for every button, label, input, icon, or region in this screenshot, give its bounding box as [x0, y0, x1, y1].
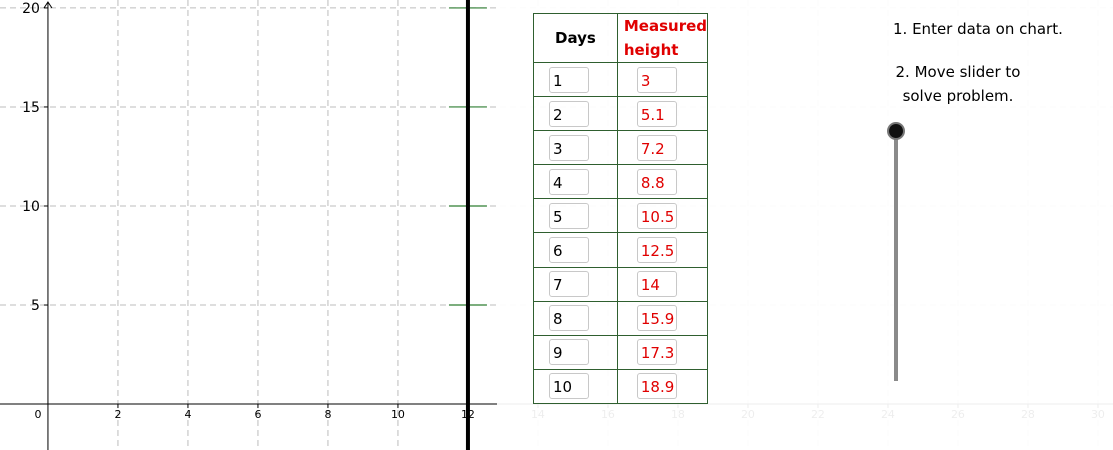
table-row: 6 12.5: [533, 232, 709, 268]
data-table: Days Measured height 1 3 2 5.1 3 7.2 4 8.8 5 10.5…: [533, 13, 709, 404]
table-row: 10 18.9: [533, 368, 709, 404]
table-row: 3 7.2: [533, 130, 709, 166]
input-box[interactable]: 7.2: [636, 134, 677, 161]
input-box[interactable]: 4: [549, 168, 589, 195]
header-cell: Measured height: [616, 13, 709, 63]
table-cell: 3: [533, 130, 618, 166]
input-box[interactable]: 3: [636, 66, 677, 93]
y-tick-label: 5: [31, 298, 40, 314]
table-cell: 17.3: [616, 334, 709, 370]
table-cell: 12.5: [616, 232, 709, 268]
header-cell: Days: [533, 13, 618, 63]
table-cell: 2: [533, 96, 618, 132]
table-cell: 14: [616, 266, 709, 302]
instruction: 1. Enter data on chart.: [893, 20, 1063, 38]
table-cell: 7: [533, 266, 618, 302]
table-cell: 3: [616, 61, 709, 98]
x-tick-label: 6: [254, 408, 261, 421]
table-cell: 10: [533, 368, 618, 404]
table-cell: 6: [533, 232, 618, 268]
input-box[interactable]: 12.5: [636, 237, 677, 264]
x-tick-label: 0: [34, 408, 41, 421]
table-row: 7 14: [533, 266, 709, 302]
header-row: Days Measured height: [533, 13, 709, 63]
input-box[interactable]: 6: [549, 237, 589, 264]
table-cell: 5.1: [616, 96, 709, 132]
table-row: 9 17.3: [533, 334, 709, 370]
input-box[interactable]: 9: [549, 339, 589, 366]
table-cell: 4: [533, 164, 618, 200]
y-tick-label: 15: [22, 100, 40, 116]
table-row: 5 10.5: [533, 198, 709, 234]
input-box[interactable]: 8: [549, 305, 589, 332]
input-box[interactable]: 5.1: [636, 100, 677, 127]
table-row: 4 8.8: [533, 164, 709, 200]
table-row: 8 15.9: [533, 300, 709, 336]
table-cell: 5: [533, 198, 618, 234]
input-box[interactable]: 2: [549, 100, 589, 127]
y-tick-label: 10: [22, 199, 40, 215]
input-box[interactable]: 5: [549, 202, 589, 229]
table-cell: 9: [533, 334, 618, 370]
input-box[interactable]: 8.8: [636, 168, 677, 195]
input-box[interactable]: 10.5: [636, 202, 677, 229]
input-box[interactable]: 7: [549, 271, 589, 298]
instruction: 2. Move slider to solve problem.: [895, 63, 1021, 105]
input-box[interactable]: 15.9: [636, 305, 677, 332]
input-box[interactable]: 18.9: [636, 373, 677, 400]
x-tick-label: 4: [184, 408, 191, 421]
table-row: 2 5.1: [533, 96, 709, 132]
table-cell: 10.5: [616, 198, 709, 234]
x-tick-label: 2: [114, 408, 121, 421]
x-tick-label: 10: [391, 408, 405, 421]
y-axis-arrow: [43, 1, 53, 9]
table-cell: 7.2: [616, 130, 709, 166]
table-cell: 8.8: [616, 164, 709, 200]
input-box[interactable]: 3: [549, 134, 589, 161]
table-cell: 1: [533, 61, 618, 98]
x-tick-label: 8: [324, 408, 331, 421]
input-box[interactable]: 17.3: [636, 339, 677, 366]
y-tick-label: 20: [22, 1, 40, 17]
input-box[interactable]: 10: [549, 373, 589, 400]
slider[interactable]: [887, 122, 905, 381]
table-cell: 18.9: [616, 368, 709, 404]
table-cell: 15.9: [616, 300, 709, 336]
slider-knob[interactable]: [887, 122, 905, 140]
input-box[interactable]: 1: [549, 66, 589, 93]
input-box[interactable]: 14: [636, 271, 677, 298]
table-cell: 8: [533, 300, 618, 336]
